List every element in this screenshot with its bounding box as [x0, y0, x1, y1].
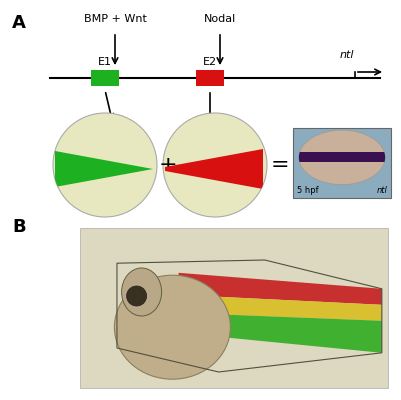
FancyBboxPatch shape — [91, 70, 119, 86]
Circle shape — [53, 113, 157, 217]
Text: ntl: ntl — [339, 50, 353, 60]
Text: E1: E1 — [98, 57, 112, 67]
Polygon shape — [178, 313, 381, 353]
Polygon shape — [178, 273, 381, 305]
Text: BMP + Wnt: BMP + Wnt — [83, 14, 146, 24]
FancyBboxPatch shape — [196, 70, 223, 86]
Text: 5 hpf: 5 hpf — [296, 186, 318, 195]
Text: Nodal: Nodal — [203, 14, 235, 24]
Ellipse shape — [114, 275, 230, 379]
Bar — [294, 152, 388, 162]
Text: +: + — [158, 155, 177, 175]
Text: B: B — [12, 218, 26, 236]
Bar — [80, 228, 387, 388]
Text: A: A — [12, 14, 26, 32]
Ellipse shape — [121, 268, 161, 316]
Bar — [292, 128, 390, 198]
Text: E2: E2 — [203, 57, 217, 67]
Polygon shape — [164, 149, 262, 189]
Ellipse shape — [298, 130, 384, 185]
Text: ntl: ntl — [376, 186, 387, 195]
Polygon shape — [55, 151, 153, 187]
Text: =: = — [270, 155, 289, 175]
Circle shape — [126, 286, 146, 306]
Polygon shape — [178, 295, 381, 321]
Circle shape — [162, 113, 266, 217]
